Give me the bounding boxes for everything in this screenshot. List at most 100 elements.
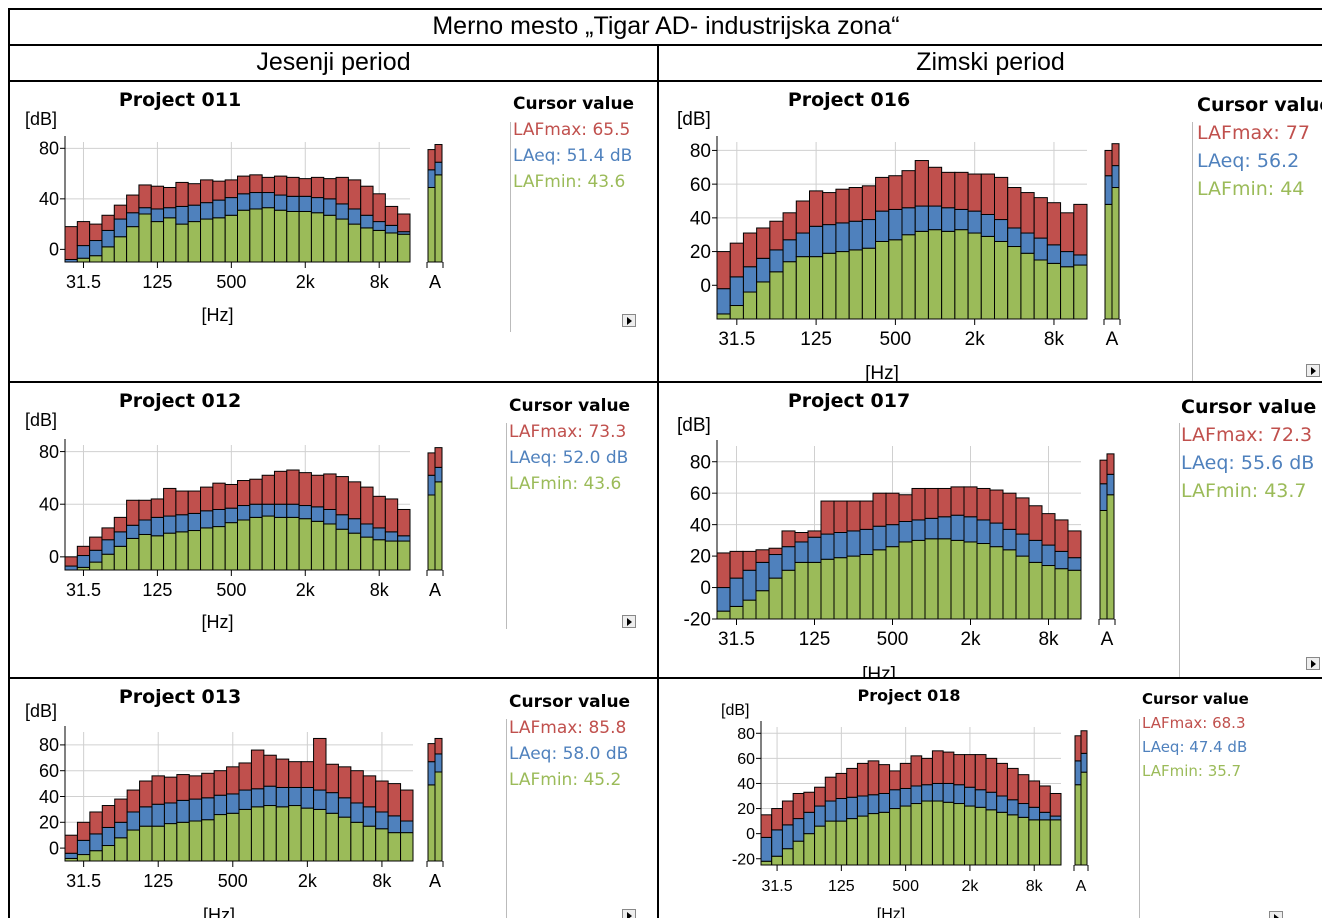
x-tick-label-a: A xyxy=(1106,329,1119,350)
scroll-right-arrow-icon[interactable] xyxy=(1306,364,1320,377)
bar-laeq xyxy=(795,232,811,258)
bar-lafmin xyxy=(325,812,339,862)
bar-lafmax xyxy=(397,508,411,537)
bar-lafmax xyxy=(323,473,337,510)
bar-laeq xyxy=(273,194,288,211)
bar-lafmax xyxy=(126,789,141,813)
bar-lafmin xyxy=(924,538,939,620)
bar-broadband-min xyxy=(1106,494,1115,620)
scroll-right-arrow-icon[interactable] xyxy=(622,615,636,628)
bar-laeq xyxy=(360,214,374,229)
bar-lafmin xyxy=(200,527,214,571)
bar-laeq xyxy=(1054,550,1069,570)
y-tick-label: 80 xyxy=(39,139,59,159)
bar-lafmax xyxy=(238,762,252,791)
cursor-value-legend: Cursor value LAFmax: 77 LAeq: 56.2 LAFmin: … xyxy=(1197,91,1322,203)
bar-lafmax xyxy=(950,486,965,516)
bar-lafmax xyxy=(954,171,969,210)
bar-lafmax xyxy=(126,194,140,214)
bar-lafmin xyxy=(782,261,797,320)
bar-lafmin xyxy=(756,281,771,320)
bar-lafmin xyxy=(1049,819,1062,866)
bar-lafmax xyxy=(397,213,411,233)
scroll-right-arrow-icon[interactable] xyxy=(622,909,636,918)
bar-lafmax xyxy=(335,176,349,205)
bar-lafmax xyxy=(335,476,349,516)
bar-lafmin xyxy=(809,256,824,320)
bar-lafmax xyxy=(200,486,214,512)
bar-lafmax xyxy=(927,166,943,207)
y-tick-label: 0 xyxy=(49,838,59,858)
cursor-value-header: Cursor value xyxy=(1142,690,1249,708)
bar-lafmax xyxy=(113,516,128,533)
bar-lafmin xyxy=(760,860,773,866)
column-header-autumn: Jesenji period xyxy=(256,48,411,76)
bar-laeq xyxy=(1028,806,1041,821)
bar-lafmin xyxy=(1073,264,1088,320)
bar-lafmin xyxy=(89,561,103,571)
bar-lafmin xyxy=(263,805,277,862)
lafmin-value: LAFmin: 45.2 xyxy=(509,770,622,790)
y-tick-label: 60 xyxy=(39,761,59,781)
bar-laeq xyxy=(1046,244,1062,264)
bar-laeq xyxy=(76,245,91,259)
y-tick-label: 40 xyxy=(690,209,711,230)
x-tick-label: 31.5 xyxy=(718,329,755,350)
bar-laeq xyxy=(163,802,178,825)
bar-lafmin xyxy=(250,806,265,862)
y-axis-label: [dB] xyxy=(677,415,711,436)
bar-lafmin xyxy=(337,816,352,862)
bar-lafmin xyxy=(985,809,998,866)
bar-lafmax xyxy=(224,179,239,199)
x-tick-label: 8k xyxy=(370,272,390,292)
x-tick-label: 500 xyxy=(892,878,919,895)
bar-lafmax xyxy=(1039,785,1051,813)
bar-lafmin xyxy=(372,539,386,571)
bar-lafmin xyxy=(397,233,411,263)
bar-lafmax xyxy=(872,492,887,527)
bar-lafmin xyxy=(335,218,349,263)
bar-lafmax xyxy=(286,469,300,505)
scroll-right-arrow-icon[interactable] xyxy=(622,314,636,327)
bar-lafmax xyxy=(976,487,991,521)
bar-broadband-max xyxy=(434,144,443,163)
x-axis-label: [Hz] xyxy=(865,363,899,381)
bar-lafmax xyxy=(846,500,861,532)
bar-lafmin xyxy=(150,221,165,263)
bar-lafmin xyxy=(1020,252,1035,320)
bar-laeq xyxy=(835,222,850,253)
bar-lafmax xyxy=(76,221,91,247)
bar-laeq xyxy=(888,208,903,241)
bar-lafmax xyxy=(249,174,263,194)
scroll-right-arrow-icon[interactable] xyxy=(1306,657,1320,670)
bar-lafmax xyxy=(212,482,226,510)
y-tick-label: 20 xyxy=(737,801,755,818)
legend-separator xyxy=(1192,122,1193,381)
x-tick-label: 500 xyxy=(877,629,909,650)
bar-lafmin xyxy=(175,223,189,263)
bar-laeq xyxy=(729,276,744,307)
bar-laeq xyxy=(807,536,822,563)
bar-lafmax xyxy=(814,786,826,807)
bar-laeq xyxy=(1002,528,1017,551)
bar-lafmin xyxy=(899,805,912,866)
bar-lafmax xyxy=(760,814,773,838)
bar-lafmin xyxy=(976,543,991,620)
bar-laeq xyxy=(782,239,797,263)
bar-lafmax xyxy=(755,549,770,563)
bar-laeq xyxy=(950,514,965,541)
bar-laeq xyxy=(885,524,900,548)
bar-lafmax xyxy=(325,763,339,794)
bar-laeq xyxy=(337,797,352,818)
bar-lafmax xyxy=(996,762,1008,797)
chart-title: Project 012 xyxy=(118,390,242,412)
scroll-right-arrow-icon[interactable] xyxy=(1269,911,1283,918)
legend-separator xyxy=(1139,719,1140,918)
bar-laeq xyxy=(76,839,91,856)
bar-lafmax xyxy=(1002,492,1017,530)
bar-lafmax xyxy=(226,766,240,795)
lafmin-value: LAFmin: 43.6 xyxy=(513,172,626,192)
y-tick-label: 40 xyxy=(39,787,59,807)
bar-lafmin xyxy=(755,590,770,620)
x-tick-label: 2k xyxy=(296,272,316,292)
